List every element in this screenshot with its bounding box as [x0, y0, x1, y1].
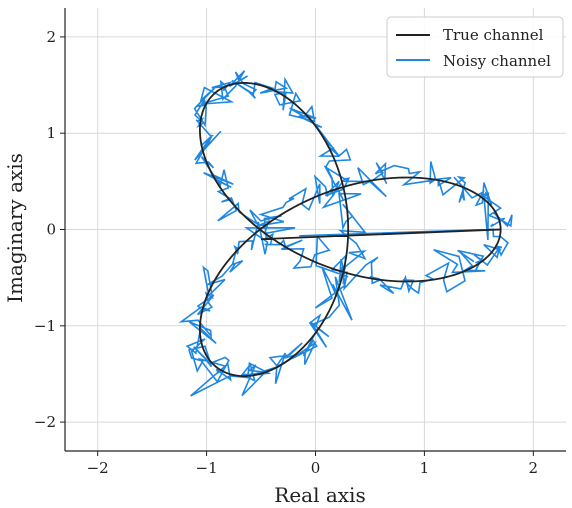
- y-tick-label: 2: [46, 28, 56, 46]
- x-tick-label: 2: [529, 459, 539, 477]
- x-axis-label: Real axis: [274, 483, 365, 507]
- x-tick-label: −2: [87, 459, 109, 477]
- axes: [60, 8, 566, 456]
- noisy-channel-line: [178, 70, 513, 397]
- tick-labels: −2 −1 0 1 2 −2 −1 0 1 2: [34, 28, 538, 477]
- x-tick-label: 0: [311, 459, 321, 477]
- y-tick-label: −1: [34, 317, 56, 335]
- legend-label-noisy: Noisy channel: [443, 52, 551, 70]
- noisy-channel-series: [178, 70, 513, 397]
- y-tick-label: 1: [46, 124, 56, 142]
- y-axis-label: Imaginary axis: [3, 153, 27, 303]
- x-tick-label: 1: [420, 459, 430, 477]
- legend-label-true: True channel: [443, 26, 544, 44]
- true-channel-series: [199, 81, 502, 378]
- legend: True channel Noisy channel: [386, 16, 564, 78]
- y-tick-label: −2: [34, 413, 56, 431]
- legend-box: [386, 16, 564, 78]
- true-channel-line: [199, 81, 502, 378]
- y-tick-label: 0: [46, 221, 56, 239]
- x-tick-label: −1: [196, 459, 218, 477]
